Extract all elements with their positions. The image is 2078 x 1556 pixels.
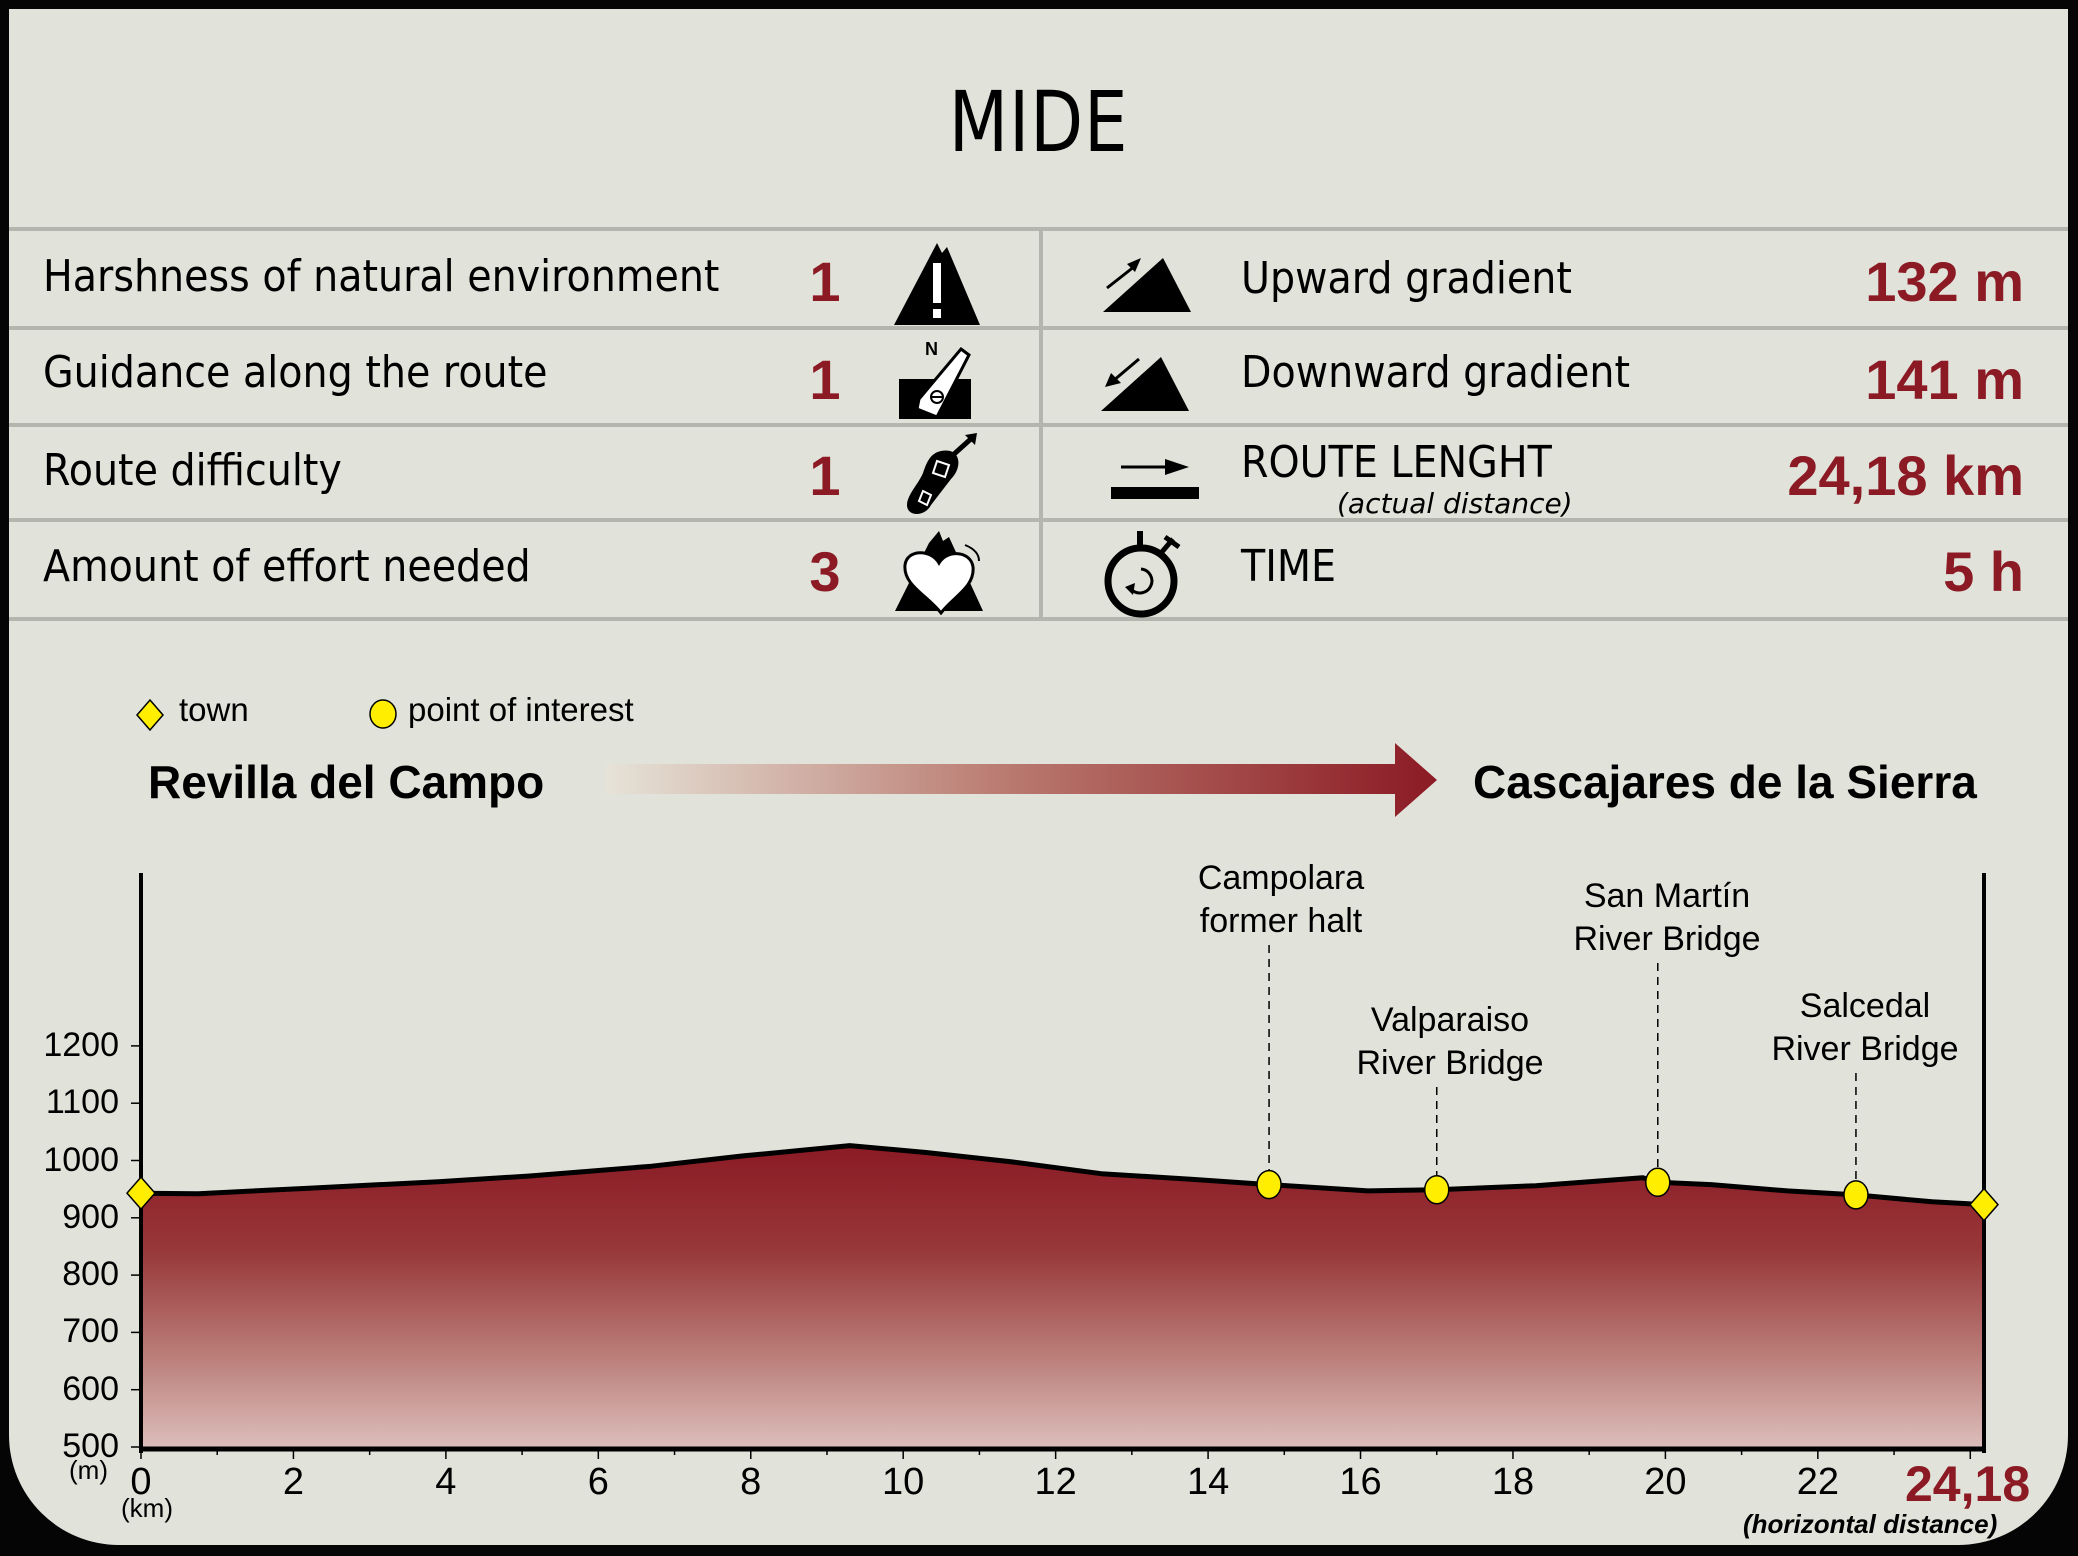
row-label: Downward gradient (1241, 347, 1630, 398)
row-value: 1 (809, 444, 841, 507)
row-value: 1 (809, 250, 841, 313)
x-tick-label: 22 (1796, 1461, 1839, 1503)
elevation-profile-chart (126, 873, 1999, 1459)
y-tick-label: 1200 (43, 1025, 119, 1064)
town-diamond-icon (135, 698, 165, 732)
poi-label-san-martin: San Martín River Bridge (1573, 877, 1761, 958)
legend-town-label: town (179, 691, 249, 728)
divider (9, 518, 2068, 522)
x-tick-label: 16 (1339, 1461, 1382, 1503)
poi-marker (1256, 1169, 1282, 1200)
route-length-icon (1111, 459, 1199, 505)
y-axis-unit: (m) (69, 1455, 108, 1485)
route-start: Revilla del Campo (148, 756, 545, 808)
x-tick-label: 8 (740, 1461, 762, 1503)
svg-text:N: N (925, 339, 938, 359)
elevation-line (140, 1143, 1985, 1208)
poi-circle-icon (368, 698, 398, 730)
y-tick-label: 500 (62, 1427, 119, 1465)
y-tick-label: 1100 (45, 1083, 119, 1122)
x-tick-label: 18 (1491, 1461, 1535, 1503)
row-label: Amount of effort needed (43, 541, 531, 592)
column-divider (1039, 227, 1043, 621)
row-value: 132 m (1865, 250, 2024, 313)
x-axis-unit: (km) (121, 1493, 173, 1523)
town-marker (126, 1176, 156, 1211)
x-axis-end-label: 24,18 (1905, 1456, 2031, 1512)
x-tick-label: 10 (882, 1461, 925, 1503)
compass-north-icon: N (897, 335, 977, 421)
x-tick-label: 0 (130, 1461, 152, 1503)
row-label: TIME (1241, 541, 1337, 592)
downward-gradient-icon (1099, 355, 1191, 413)
x-tick-label: 12 (1034, 1461, 1077, 1503)
divider (9, 423, 2068, 427)
poi-marker (1423, 1174, 1450, 1205)
y-tick-label: 600 (62, 1369, 119, 1408)
row-label: ROUTE LENGHT (1241, 437, 1552, 488)
divider (9, 326, 2068, 330)
page-title: MIDE (948, 73, 1129, 171)
row-value: 5 h (1943, 540, 2024, 603)
upward-gradient-icon (1101, 256, 1193, 314)
legend-poi-label: point of interest (408, 691, 634, 728)
divider (9, 227, 2068, 231)
row-label: Harshness of natural environment (43, 251, 720, 302)
poi-marker (1645, 1167, 1671, 1198)
row-label: Guidance along the route (43, 347, 548, 398)
mide-card: MIDE Harshness of natural environment 1 … (9, 9, 2068, 1545)
x-tick-label: 14 (1186, 1461, 1230, 1503)
poi-label-valparaiso: Valparaiso River Bridge (1356, 1001, 1544, 1082)
row-value: 1 (809, 348, 841, 411)
row-value: 24,18 km (1787, 444, 2024, 507)
row-label: Route difficulty (43, 445, 342, 496)
direction-arrow-icon (606, 743, 1446, 817)
row-label: Upward gradient (1241, 253, 1572, 304)
x-tick-label: 2 (282, 1461, 304, 1503)
y-tick-label: 800 (62, 1255, 119, 1294)
boot-sole-icon (901, 433, 981, 519)
divider (9, 617, 2068, 621)
poi-label-salcedal: Salcedal River Bridge (1771, 987, 1959, 1068)
poi-label-campolara: Campolara former halt (1197, 859, 1365, 940)
row-sublabel: (actual distance) (1337, 487, 1573, 520)
town-marker (1969, 1187, 1999, 1222)
stopwatch-icon (1101, 531, 1185, 619)
y-tick-label: 1000 (43, 1140, 119, 1179)
mountain-warning-icon (892, 241, 982, 327)
horizontal-distance-note: (horizontal distance) (1743, 1509, 1998, 1539)
poi-marker (1843, 1180, 1869, 1210)
row-value: 141 m (1865, 348, 2024, 411)
y-tick-label: 700 (62, 1312, 119, 1351)
elevation-area (141, 1145, 1984, 1447)
row-value: 3 (809, 540, 841, 603)
y-tick-label: 900 (62, 1197, 119, 1236)
x-tick-label: 4 (435, 1461, 457, 1503)
route-end: Cascajares de la Sierra (1473, 756, 1977, 808)
x-tick-label: 20 (1644, 1461, 1687, 1503)
x-tick-label: 6 (587, 1461, 609, 1503)
heart-mountain-icon (891, 529, 985, 615)
